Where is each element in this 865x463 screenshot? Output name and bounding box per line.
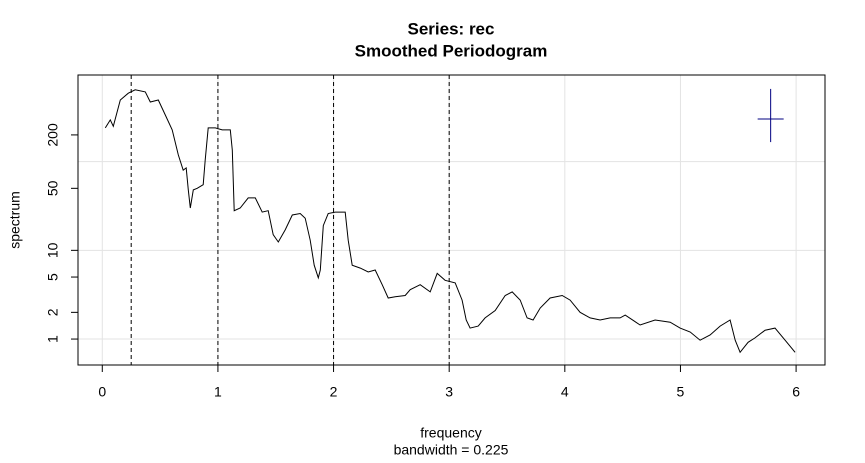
y-tick-label: 5 [45, 273, 61, 281]
y-tick-label: 200 [45, 123, 61, 147]
y-tick-label: 2 [45, 308, 61, 316]
x-axis-label: frequency [420, 425, 481, 441]
x-tick-label: 2 [330, 384, 338, 400]
x-tick-label: 4 [561, 384, 569, 400]
x-tick-label: 5 [677, 384, 685, 400]
x-tick-label: 0 [98, 384, 106, 400]
y-tick-label: 1 [45, 335, 61, 343]
chart-title: Series: rec [408, 19, 495, 38]
series-line [104, 89, 796, 354]
y-tick-label: 50 [45, 180, 61, 196]
plot-frame [77, 74, 826, 366]
x-tick-label: 3 [445, 384, 453, 400]
x-tick-label: 1 [214, 384, 222, 400]
y-tick-label: 10 [45, 242, 61, 258]
x-tick-label: 6 [792, 384, 800, 400]
x-axis-sublabel: bandwidth = 0.225 [394, 442, 509, 458]
chart-subtitle: Smoothed Periodogram [355, 41, 548, 60]
y-axis-label: spectrum [7, 191, 23, 249]
